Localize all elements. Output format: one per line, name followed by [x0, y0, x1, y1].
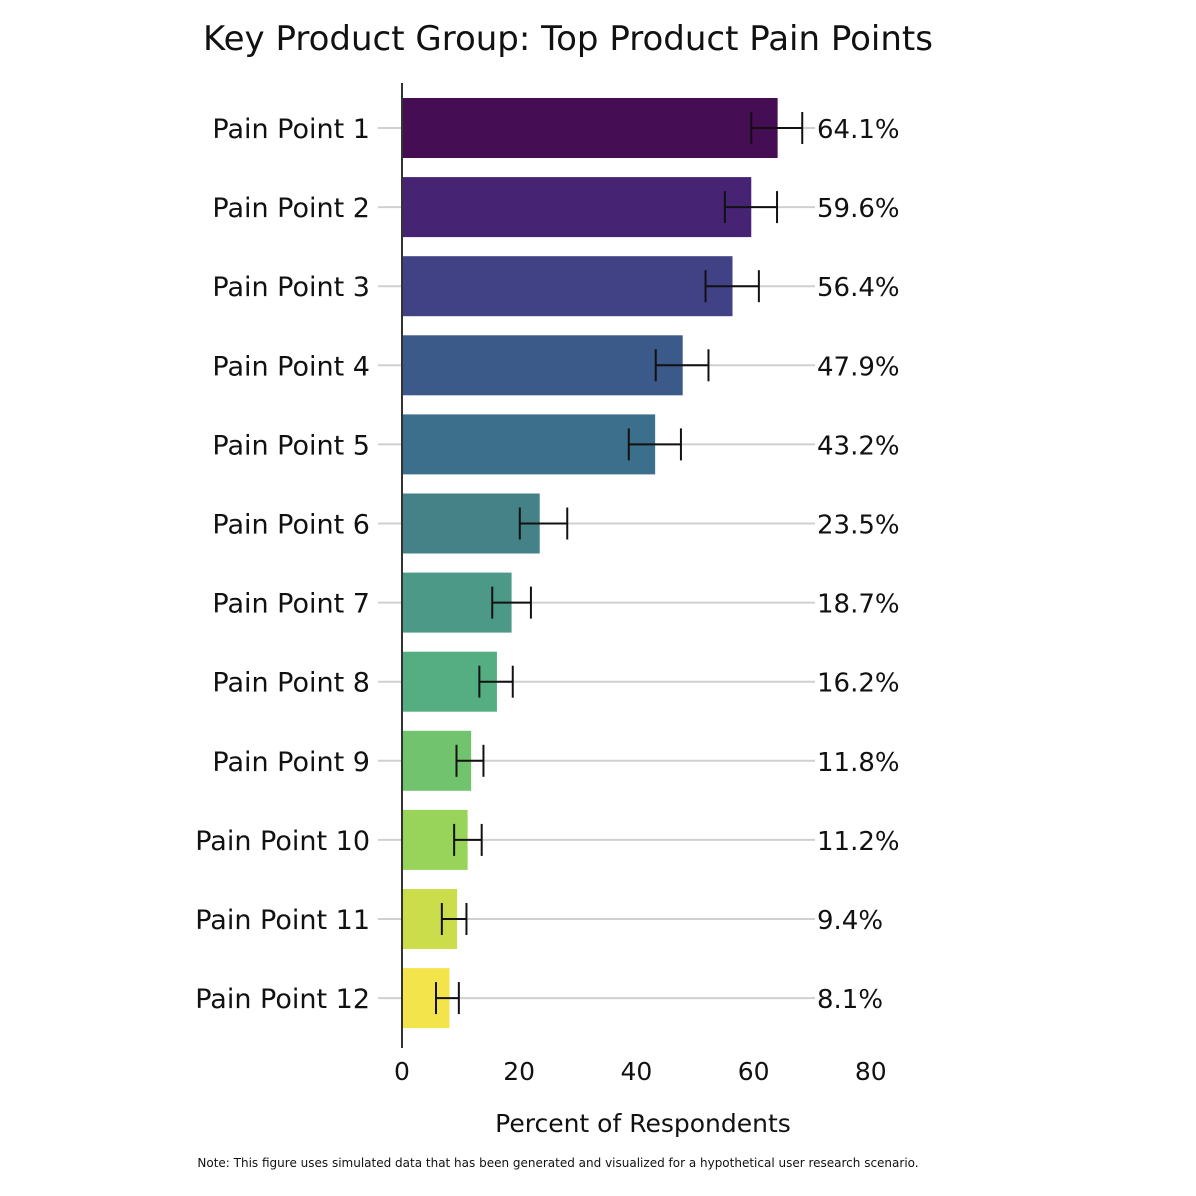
- error-bar: [723, 191, 779, 224]
- error-bar: [453, 823, 483, 856]
- category-label: Pain Point 12: [195, 984, 370, 1015]
- x-tick-label: 80: [855, 1057, 887, 1086]
- value-label: 9.4%: [817, 906, 883, 936]
- bar: [402, 177, 752, 238]
- bars: [402, 98, 778, 1029]
- value-label: 56.4%: [817, 273, 900, 303]
- error-bar: [455, 744, 485, 777]
- category-label: Pain Point 3: [212, 272, 370, 303]
- value-label: 47.9%: [817, 352, 900, 382]
- category-label: Pain Point 10: [195, 826, 370, 857]
- category-labels: Pain Point 1 Pain Point 2 Pain Point 3 Pain…: [195, 114, 370, 1015]
- category-label: Pain Point 11: [195, 905, 370, 936]
- bar: [402, 98, 778, 158]
- value-label: 59.6%: [817, 194, 900, 224]
- error-bar: [627, 428, 682, 461]
- value-label: 8.1%: [817, 985, 883, 1015]
- x-tick-label: 20: [503, 1057, 535, 1086]
- category-label: Pain Point 4: [212, 351, 370, 382]
- value-labels: 64.1% 59.6% 56.4% 47.9% 43.2% 23.5% 18.7% 16.2%…: [817, 115, 900, 1015]
- error-bar: [518, 507, 569, 540]
- value-label: 11.8%: [817, 748, 900, 778]
- category-label: Pain Point 6: [212, 510, 370, 541]
- error-bar: [654, 349, 710, 382]
- x-tick-label: 60: [738, 1057, 770, 1086]
- category-label: Pain Point 2: [212, 193, 370, 224]
- category-label: Pain Point 7: [212, 589, 370, 620]
- value-label: 23.5%: [817, 511, 900, 541]
- x-tick-labels: 0 20 40 60 80: [394, 1057, 887, 1086]
- chart-title: Key Product Group: Top Product Pain Poin…: [203, 19, 933, 59]
- value-label: 11.2%: [817, 827, 900, 857]
- bar: [402, 493, 540, 554]
- error-bar: [434, 982, 460, 1015]
- error-bar: [750, 112, 804, 144]
- category-label: Pain Point 9: [212, 747, 370, 778]
- bar: [402, 256, 733, 317]
- category-label: Pain Point 5: [212, 430, 370, 461]
- error-bar: [478, 665, 514, 698]
- chart-note: Note: This figure uses simulated data th…: [197, 1156, 918, 1170]
- x-tick-label: 0: [394, 1057, 410, 1086]
- x-tick-label: 40: [620, 1057, 652, 1086]
- value-label: 64.1%: [817, 115, 900, 145]
- bar: [402, 335, 683, 396]
- bar: [402, 414, 656, 475]
- error-bar: [440, 903, 468, 935]
- value-label: 16.2%: [817, 669, 900, 699]
- value-label: 43.2%: [817, 431, 900, 461]
- category-label: Pain Point 8: [212, 668, 370, 699]
- value-label: 18.7%: [817, 590, 900, 620]
- error-bars: [434, 112, 804, 1015]
- error-bar: [704, 270, 760, 303]
- x-axis-title: Percent of Respondents: [495, 1109, 791, 1138]
- error-bar: [491, 586, 532, 619]
- category-label: Pain Point 1: [212, 114, 370, 145]
